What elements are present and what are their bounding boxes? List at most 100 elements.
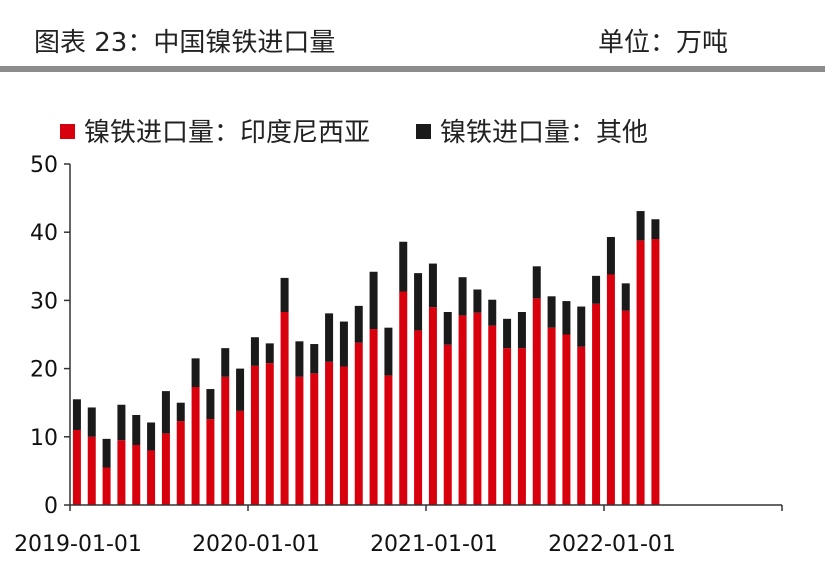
y-tick-label: 10 — [30, 426, 58, 451]
bar-other — [265, 343, 274, 364]
bar-indonesia — [265, 363, 274, 505]
bar-other — [369, 271, 378, 330]
bar-other — [176, 402, 185, 422]
bar-indonesia — [458, 315, 467, 505]
bar-other — [72, 399, 81, 430]
bar-other — [606, 236, 615, 275]
bar-other — [339, 321, 348, 367]
bar-indonesia — [147, 450, 156, 505]
bar-indonesia — [369, 329, 378, 505]
bar-other — [250, 337, 259, 366]
y-tick-label: 40 — [30, 221, 58, 246]
bar-other — [310, 344, 319, 374]
bar-other — [147, 422, 156, 451]
bar-other — [621, 283, 630, 311]
bar-indonesia — [161, 433, 170, 505]
bar-other — [577, 306, 586, 347]
bar-indonesia — [176, 421, 185, 505]
bar-indonesia — [221, 376, 230, 505]
bar-other — [161, 391, 170, 434]
bar-other — [592, 275, 601, 304]
y-tick-label: 20 — [30, 358, 58, 383]
bar-indonesia — [562, 334, 571, 505]
bar-other — [236, 368, 245, 411]
bar-other — [488, 299, 497, 326]
x-tick-label: 2021-01-01 — [370, 532, 498, 557]
bar-other — [503, 318, 512, 349]
bar-indonesia — [310, 373, 319, 505]
y-tick-label: 0 — [44, 494, 58, 519]
bar-other — [443, 311, 452, 345]
bar-other — [428, 263, 437, 308]
bar-indonesia — [621, 310, 630, 505]
bar-indonesia — [428, 307, 437, 505]
bar-other — [87, 407, 96, 437]
legend-swatch-other — [416, 124, 432, 139]
legend: 镍铁进口量：印度尼西亚 镍铁进口量：其他 — [60, 112, 694, 149]
bar-indonesia — [325, 361, 334, 505]
y-tick-label: 30 — [30, 289, 58, 314]
bar-indonesia — [384, 375, 393, 505]
bar-indonesia — [443, 344, 452, 505]
bars-group — [72, 211, 660, 505]
bar-other — [562, 301, 571, 335]
bar-indonesia — [280, 311, 289, 505]
bar-other — [547, 296, 556, 328]
bar-other — [206, 389, 215, 420]
header: 图表 23：中国镍铁进口量 单位：万吨 — [0, 0, 825, 74]
legend-label-other: 镍铁进口量：其他 — [440, 118, 649, 148]
x-tick-label: 2020-01-01 — [192, 532, 320, 557]
bar-indonesia — [503, 348, 512, 505]
bar-indonesia — [636, 240, 645, 505]
bar-other — [532, 266, 541, 299]
bar-indonesia — [206, 419, 215, 505]
bar-other — [354, 305, 363, 343]
bar-other — [414, 273, 423, 331]
bar-indonesia — [102, 467, 111, 505]
bar-other — [280, 277, 289, 312]
bar-indonesia — [399, 291, 408, 505]
bar-other — [651, 219, 660, 240]
bar-indonesia — [87, 436, 96, 505]
bar-other — [102, 438, 111, 468]
bar-other — [325, 313, 334, 362]
bar-other — [132, 414, 141, 445]
bar-other — [221, 348, 230, 377]
bar-indonesia — [577, 346, 586, 505]
bar-other — [384, 327, 393, 376]
bar-indonesia — [354, 342, 363, 505]
bar-indonesia — [488, 325, 497, 505]
bar-indonesia — [117, 440, 126, 505]
bar-indonesia — [414, 330, 423, 505]
bar-other — [458, 277, 467, 316]
bar-indonesia — [606, 274, 615, 505]
legend-item-other: 镍铁进口量：其他 — [416, 112, 648, 149]
bar-indonesia — [592, 303, 601, 505]
legend-item-indonesia: 镍铁进口量：印度尼西亚 — [60, 112, 370, 149]
header-divider — [0, 66, 825, 72]
legend-swatch-indonesia — [60, 124, 75, 139]
bar-indonesia — [339, 366, 348, 505]
bar-indonesia — [651, 239, 660, 505]
legend-label-indonesia: 镍铁进口量：印度尼西亚 — [84, 118, 371, 148]
chart-title: 图表 23：中国镍铁进口量 — [34, 28, 336, 58]
bar-other — [517, 311, 526, 349]
bar-other — [191, 358, 200, 388]
bar-other — [117, 404, 126, 441]
bar-indonesia — [547, 327, 556, 505]
bar-other — [636, 211, 645, 241]
axes-group: 0 10 20 30 40 50 2019-01-01 2020-01-01 2021-01-0… — [14, 153, 783, 557]
bar-indonesia — [532, 298, 541, 505]
bar-other — [295, 341, 304, 377]
bar-other — [473, 289, 482, 313]
x-tick-label: 2022-01-01 — [548, 532, 676, 557]
bar-indonesia — [295, 376, 304, 505]
bar-indonesia — [517, 348, 526, 505]
bar-other — [399, 241, 408, 292]
y-tick-label: 50 — [30, 153, 58, 178]
bar-indonesia — [250, 365, 259, 505]
unit-label: 单位：万吨 — [598, 28, 729, 58]
bar-indonesia — [236, 410, 245, 505]
bar-indonesia — [191, 387, 200, 505]
